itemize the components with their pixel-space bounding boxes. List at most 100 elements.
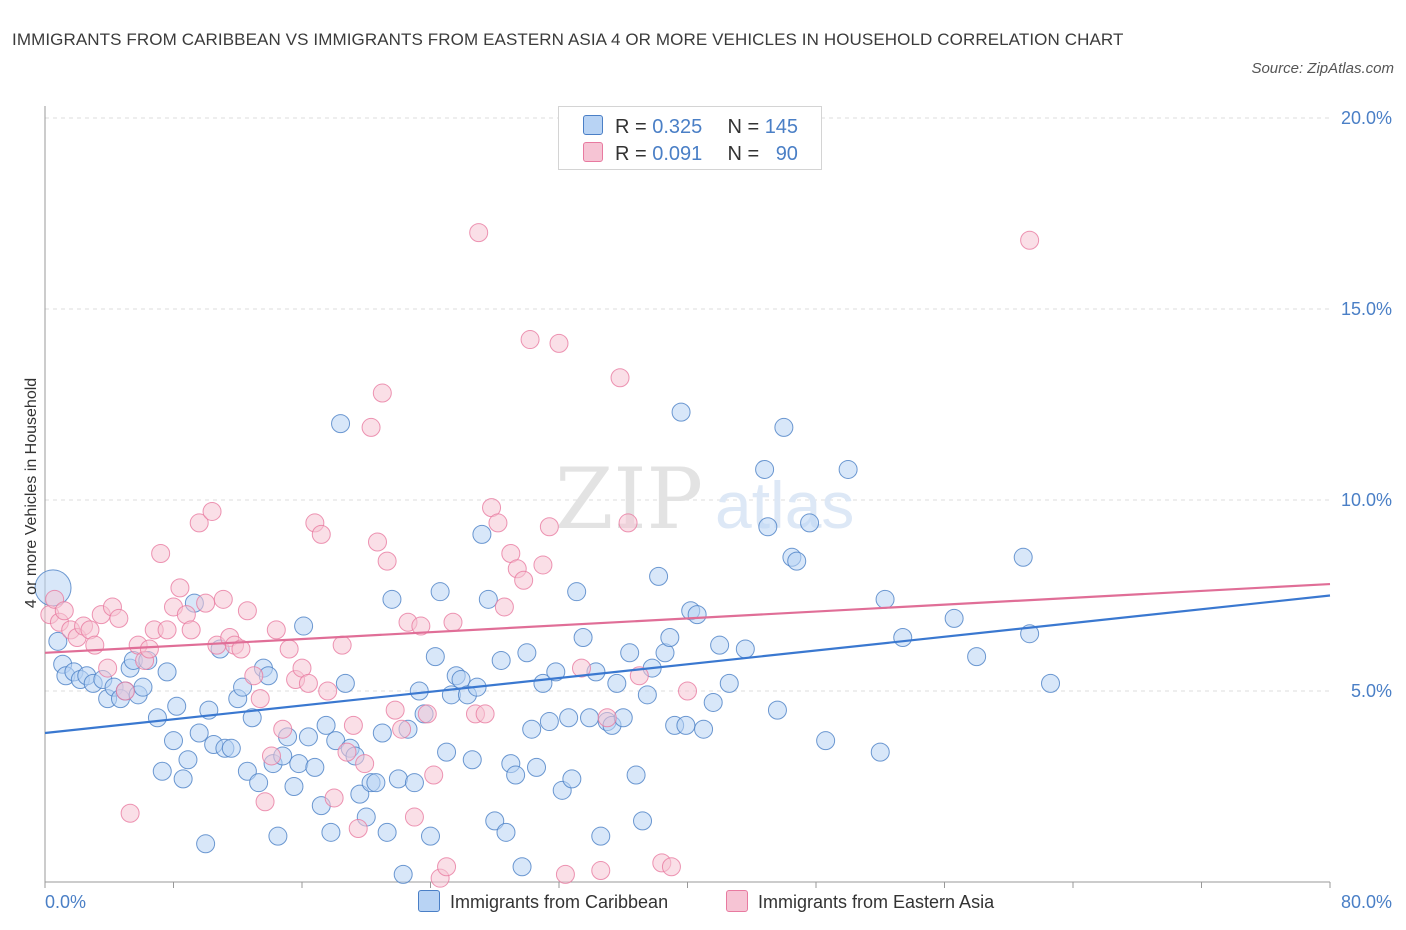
point-caribbean — [478, 589, 498, 609]
point-caribbean — [173, 769, 193, 789]
point-caribbean — [491, 650, 511, 670]
point-eastern-asia — [1020, 230, 1040, 250]
r-value-caribbean: 0.325 — [652, 116, 703, 138]
point-eastern-asia — [591, 861, 611, 881]
chart-title: IMMIGRANTS FROM CARIBBEAN VS IMMIGRANTS … — [12, 30, 1124, 49]
n-value-caribbean: 145 — [764, 116, 799, 138]
trend-line-caribbean — [44, 594, 1331, 735]
point-caribbean — [512, 857, 532, 877]
series-legend: Immigrants from Caribbean Immigrants fro… — [0, 888, 1406, 916]
point-caribbean — [377, 822, 397, 842]
point-caribbean — [437, 742, 457, 762]
point-caribbean — [710, 635, 730, 655]
point-eastern-asia — [678, 681, 697, 701]
point-eastern-asia — [411, 616, 431, 636]
point-caribbean — [189, 723, 209, 743]
point-eastern-asia — [261, 746, 281, 766]
point-eastern-asia — [372, 383, 392, 403]
point-caribbean — [591, 826, 611, 846]
point-caribbean — [527, 757, 547, 777]
point-caribbean — [687, 605, 707, 625]
point-caribbean — [335, 673, 355, 693]
point-eastern-asia — [437, 857, 457, 877]
point-eastern-asia — [629, 666, 649, 686]
point-caribbean — [147, 708, 167, 728]
point-eastern-asia — [213, 589, 233, 609]
point-caribbean — [694, 719, 714, 739]
point-caribbean — [703, 692, 723, 712]
point-eastern-asia — [417, 704, 437, 724]
point-eastern-asia — [189, 513, 209, 533]
point-caribbean — [580, 708, 600, 728]
watermark-zip: ZIP — [555, 450, 703, 548]
point-caribbean — [719, 673, 739, 693]
trend-lines — [44, 582, 1331, 735]
point-caribbean — [421, 826, 440, 846]
point-caribbean — [607, 673, 627, 693]
point-eastern-asia — [533, 555, 553, 575]
point-caribbean — [613, 708, 633, 728]
point-caribbean — [816, 731, 836, 751]
point-eastern-asia — [443, 612, 463, 632]
point-eastern-asia — [139, 639, 159, 659]
point-eastern-asia — [404, 807, 424, 827]
point-eastern-asia — [539, 517, 559, 537]
point-caribbean — [196, 834, 216, 854]
point-caribbean — [485, 811, 505, 831]
stats-row-eastern-asia: R = 0.091 N = 90 — [583, 142, 798, 166]
point-caribbean — [321, 822, 341, 842]
point-caribbean — [774, 417, 794, 437]
point-eastern-asia — [337, 742, 357, 762]
point-caribbean — [671, 402, 691, 422]
point-caribbean — [167, 696, 187, 716]
point-caribbean — [893, 628, 913, 648]
point-caribbean — [382, 589, 402, 609]
legend-item-caribbean: Immigrants from Caribbean — [418, 890, 668, 913]
legend-item-eastern-asia: Immigrants from Eastern Asia — [726, 890, 994, 913]
point-caribbean — [944, 608, 964, 628]
x-tick-label: 0.0% — [45, 892, 86, 912]
legend-label-caribbean: Immigrants from Caribbean — [450, 892, 669, 912]
legend-label-eastern-asia: Immigrants from Eastern Asia — [758, 892, 995, 912]
point-eastern-asia — [367, 532, 387, 552]
point-caribbean — [316, 715, 336, 735]
swatch-caribbean — [583, 115, 603, 135]
point-caribbean — [430, 582, 450, 602]
stats-row-caribbean: R = 0.325 N = 145 — [583, 115, 798, 139]
point-eastern-asia — [549, 333, 569, 353]
point-caribbean — [221, 738, 241, 758]
point-eastern-asia — [392, 719, 412, 739]
point-caribbean — [660, 628, 680, 648]
point-caribbean — [233, 677, 253, 697]
point-caribbean — [164, 731, 183, 751]
point-caribbean — [562, 769, 582, 789]
point-caribbean — [559, 708, 579, 728]
point-caribbean — [522, 719, 542, 739]
point-eastern-asia — [54, 601, 74, 621]
point-caribbean — [249, 773, 269, 793]
y-tick-label: 20.0% — [1341, 108, 1392, 128]
watermark: ZIP atlas — [555, 450, 854, 548]
point-caribbean — [178, 750, 198, 770]
point-caribbean — [294, 616, 314, 636]
legend-swatch-eastern-asia — [726, 890, 748, 912]
point-eastern-asia — [273, 719, 293, 739]
point-eastern-asia — [488, 513, 508, 533]
point-eastern-asia — [202, 501, 222, 521]
trend-line-eastern-asia — [44, 582, 1331, 654]
y-tick-label: 15.0% — [1341, 299, 1392, 319]
point-eastern-asia — [469, 223, 489, 243]
point-caribbean — [875, 589, 895, 609]
point-caribbean — [305, 757, 325, 777]
r-label: R = — [615, 143, 647, 165]
point-eastern-asia — [255, 792, 275, 812]
point-eastern-asia — [348, 819, 368, 839]
point-caribbean — [506, 765, 526, 785]
series-eastern-asia — [40, 223, 1040, 888]
series-caribbean — [34, 402, 1061, 884]
point-caribbean — [393, 864, 413, 884]
point-caribbean — [284, 777, 304, 796]
point-eastern-asia — [494, 597, 514, 617]
point-eastern-asia — [332, 635, 352, 655]
point-eastern-asia — [266, 620, 286, 640]
